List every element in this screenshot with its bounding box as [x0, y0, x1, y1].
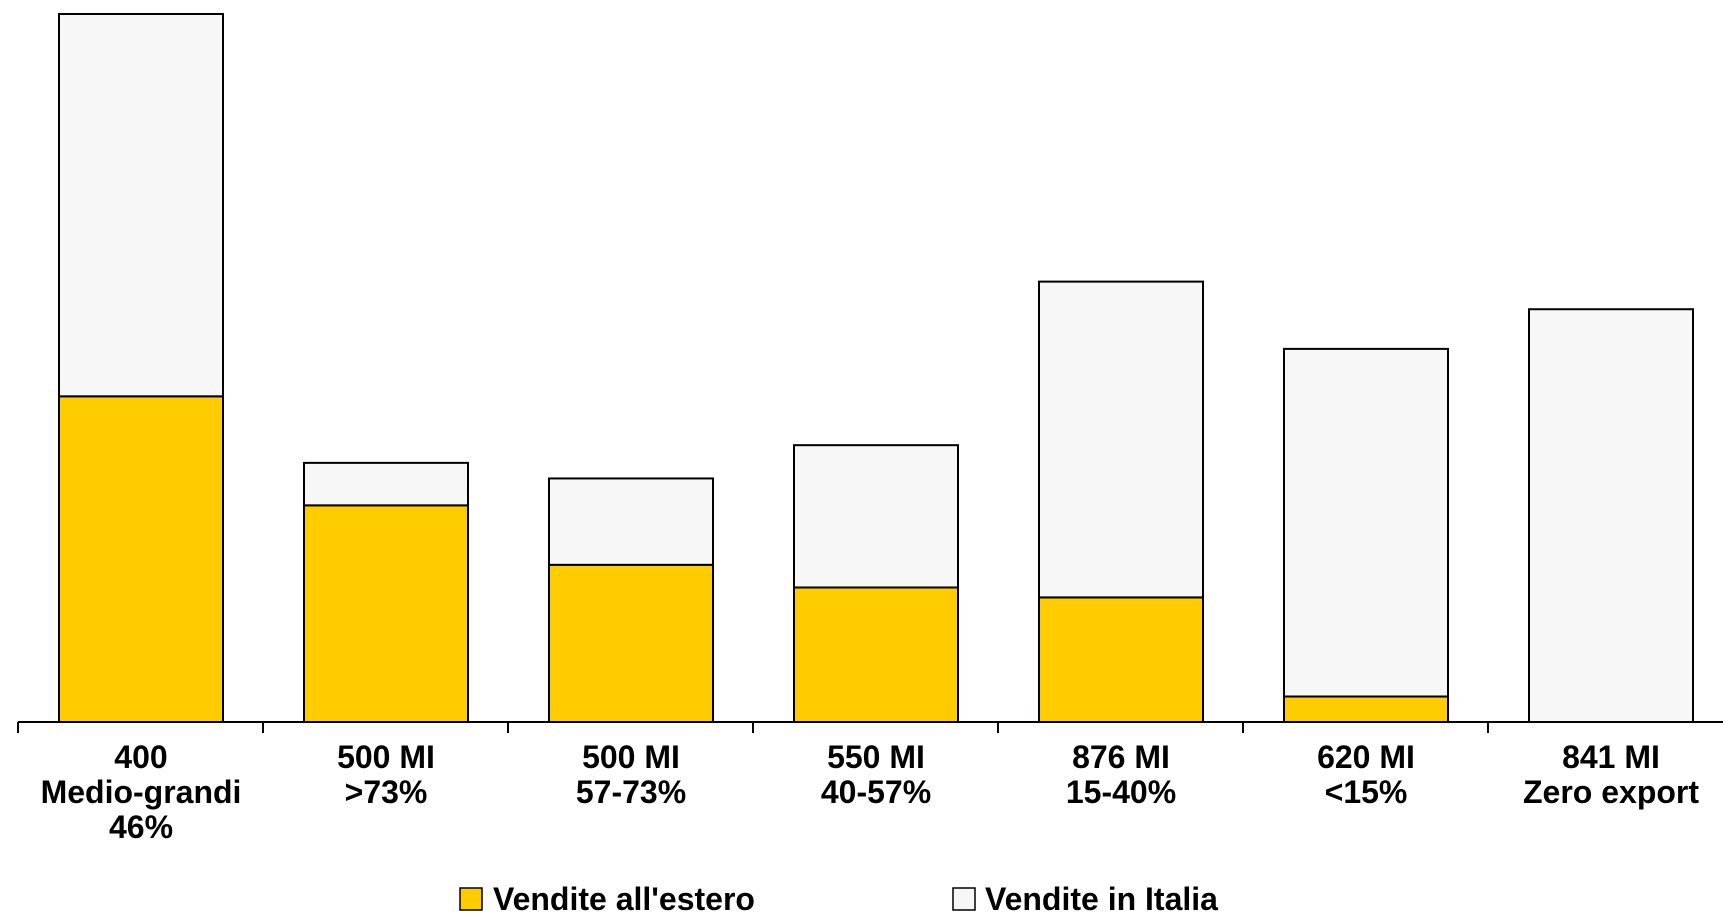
category-label-0: 400 Medio-grandi 46% — [41, 739, 242, 845]
legend: Vendite all'estero Vendite in Italia — [459, 881, 1218, 917]
category-label-1-line-0: 500 MI — [337, 739, 435, 775]
category-label-2: 500 MI 57-73% — [576, 739, 686, 810]
category-label-3: 550 MI 40-57% — [821, 739, 931, 810]
category-label-4: 876 MI 15-40% — [1066, 739, 1176, 810]
bar-italia-6 — [1528, 308, 1694, 723]
category-label-3-line-1: 40-57% — [821, 774, 931, 810]
category-label-1-line-1: >73% — [345, 774, 428, 810]
category-label-5-line-1: <15% — [1325, 774, 1408, 810]
bar-estero-2 — [548, 563, 714, 723]
category-label-6-line-1: Zero export — [1523, 774, 1699, 810]
bar-italia-3 — [793, 444, 959, 589]
bar-estero-5 — [1283, 695, 1449, 724]
bar-italia-4 — [1038, 280, 1204, 599]
x-axis-ticks — [17, 722, 1489, 733]
category-label-4-line-1: 15-40% — [1066, 774, 1176, 810]
category-label-2-line-1: 57-73% — [576, 774, 686, 810]
bar-estero-1 — [303, 504, 469, 723]
category-label-4-line-0: 876 MI — [1072, 739, 1170, 775]
category-label-0-line-0: 400 — [114, 739, 167, 775]
legend-swatch-vendite-italia — [952, 887, 976, 911]
category-label-6-line-0: 841 MI — [1562, 739, 1660, 775]
category-labels: 400 Medio-grandi 46%500 MI >73%500 MI 57-73%… — [41, 739, 1700, 845]
category-label-3-line-0: 550 MI — [827, 739, 925, 775]
bar-italia-0 — [58, 13, 224, 398]
category-label-6: 841 MI Zero export — [1523, 739, 1699, 810]
category-label-5: 620 MI <15% — [1317, 739, 1415, 810]
bar-italia-1 — [303, 461, 469, 507]
category-label-2-line-0: 500 MI — [582, 739, 680, 775]
bar-estero-4 — [1038, 596, 1204, 724]
category-label-0-line-1: Medio-grandi — [41, 774, 242, 810]
category-label-1: 500 MI >73% — [337, 739, 435, 810]
legend-label-vendite-italia: Vendite in Italia — [985, 881, 1218, 917]
bar-italia-5 — [1283, 347, 1449, 698]
legend-swatch-vendite-estero — [459, 887, 483, 911]
legend-label-vendite-estero: Vendite all'estero — [493, 881, 755, 917]
category-label-5-line-0: 620 MI — [1317, 739, 1415, 775]
bar-estero-0 — [58, 395, 224, 723]
bar-italia-2 — [548, 477, 714, 566]
bar-estero-3 — [793, 586, 959, 723]
category-label-0-line-2: 46% — [109, 809, 173, 845]
bars-group — [58, 13, 1694, 724]
